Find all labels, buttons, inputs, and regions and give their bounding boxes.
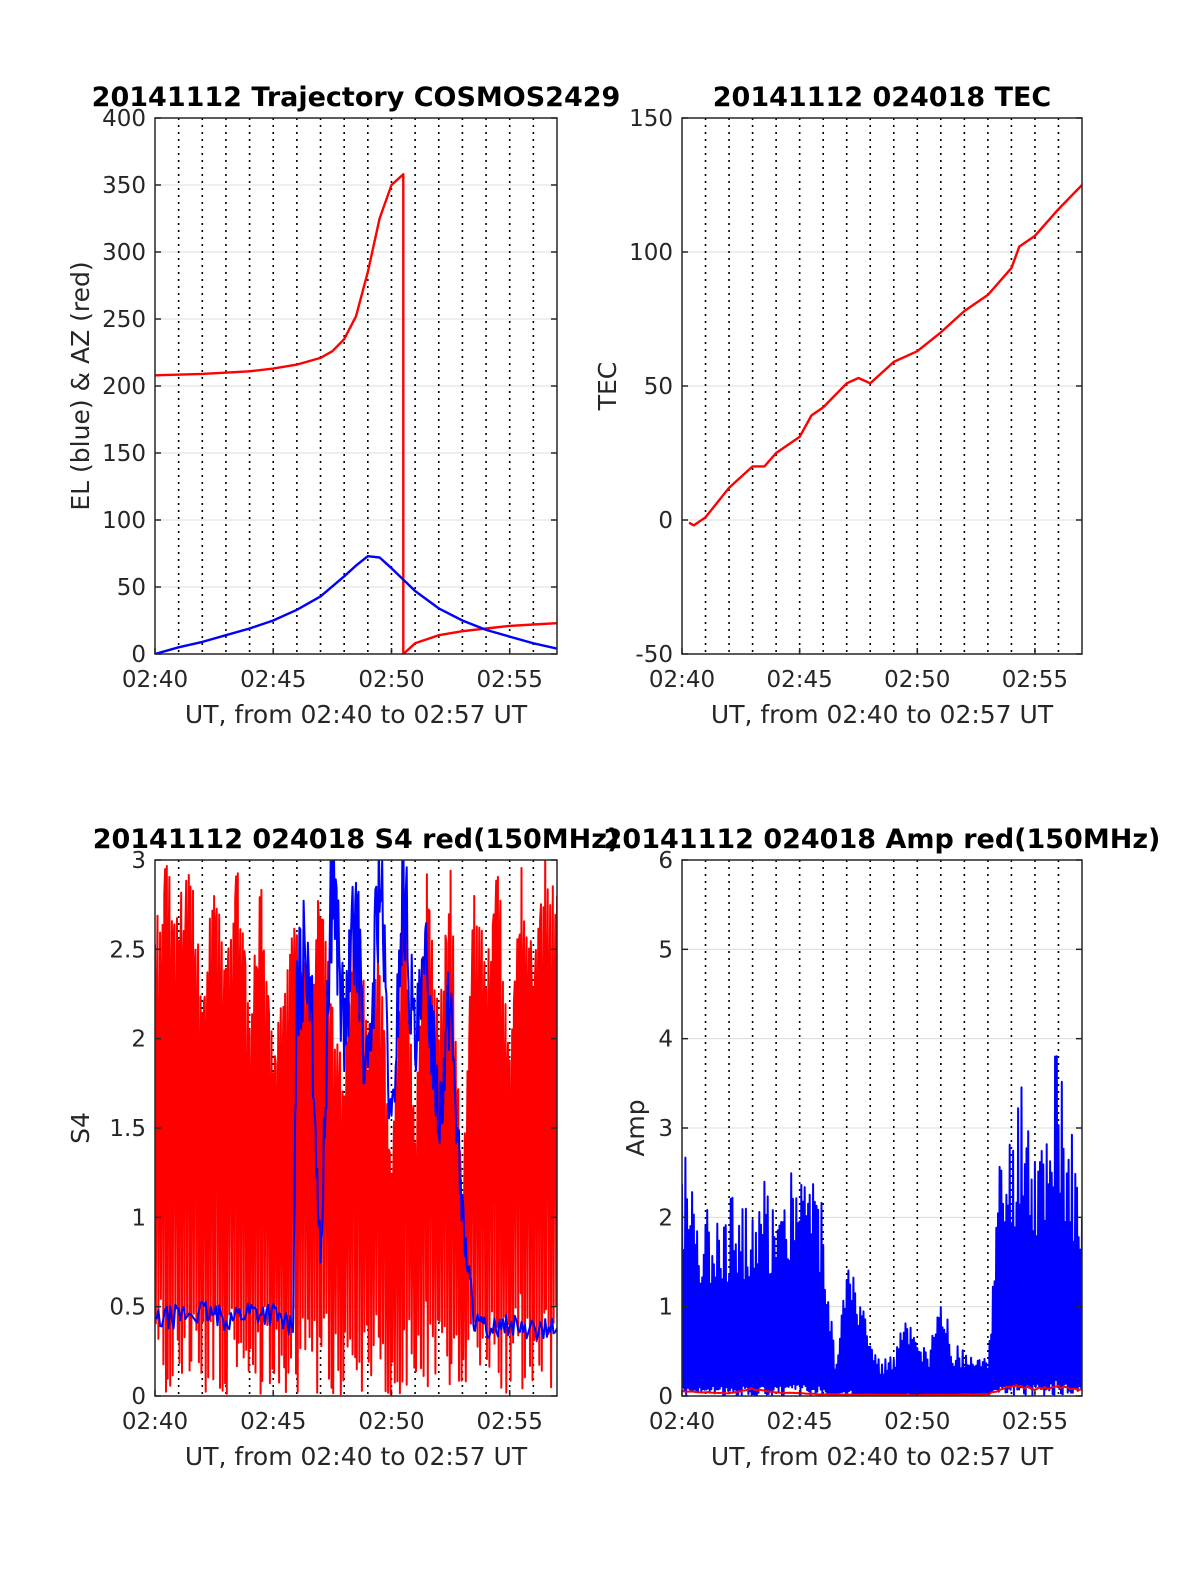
x-tick-label: 02:45 (240, 1409, 306, 1435)
series-line (155, 555, 557, 654)
y-tick-label: 0 (131, 642, 146, 668)
x-tick-label: 02:40 (649, 1409, 715, 1435)
series-group (155, 860, 557, 1396)
y-tick-label: 3 (131, 848, 146, 874)
y-tick-label: 250 (102, 307, 146, 333)
y-tick-label: 0.5 (109, 1295, 146, 1321)
x-axis-label: UT, from 02:40 to 02:57 UT (185, 700, 528, 729)
chart-tec: -50 0 50 100 150 02:40 02:45 02:50 02:55 20141112… (593, 82, 1083, 729)
y-tick-label: 150 (102, 441, 146, 467)
y-tick-label: -50 (635, 642, 673, 668)
x-tick-label: 02:55 (1002, 1409, 1068, 1435)
y-axis-label: S4 (66, 1112, 95, 1144)
y-axis-label: EL (blue) & AZ (red) (66, 261, 95, 510)
y-tick-label: 2.5 (109, 937, 146, 963)
y-axis-label: Amp (621, 1099, 650, 1156)
y-tick-label: 2 (131, 1027, 146, 1053)
y-tick-label: 1.5 (109, 1116, 146, 1142)
y-tick-label: 0 (131, 1384, 146, 1410)
x-axis-label: UT, from 02:40 to 02:57 UT (711, 1442, 1054, 1471)
chart-trajectory: 0 50 100 150 200 250 300 350 400 02:40 02:45 02:50 0… (66, 82, 620, 729)
series-line (688, 184, 1082, 527)
y-tick-label: 3 (658, 1116, 673, 1142)
x-tick-label: 02:40 (649, 667, 715, 693)
y-tick-label: 300 (102, 240, 146, 266)
x-tick-label: 02:45 (240, 667, 306, 693)
y-tick-label: 1 (131, 1205, 146, 1231)
series-line (155, 173, 557, 654)
chart-amp: 0 1 2 3 4 5 6 02:40 02:45 02:50 02:55 20141112 0240… (604, 824, 1161, 1471)
y-tick-label: 6 (658, 848, 673, 874)
x-tick-label: 02:40 (122, 1409, 188, 1435)
x-tick-label: 02:45 (766, 667, 832, 693)
y-tick-label: 400 (102, 106, 146, 132)
y-tick-label: 50 (117, 575, 146, 601)
y-tick-label: 100 (102, 508, 146, 534)
x-tick-label: 02:50 (884, 1409, 950, 1435)
x-tick-label: 02:40 (122, 667, 188, 693)
series-line (682, 1055, 1082, 1396)
x-tick-label: 02:55 (477, 1409, 543, 1435)
x-tick-label: 02:50 (884, 667, 950, 693)
x-tick-label: 02:45 (766, 1409, 832, 1435)
y-tick-label: 100 (629, 240, 673, 266)
series-line (155, 860, 557, 1341)
x-tick-label: 02:55 (477, 667, 543, 693)
chart-title: 20141112 024018 Amp red(150MHz) (604, 824, 1161, 855)
y-tick-label: 0 (658, 508, 673, 534)
y-tick-label: 200 (102, 374, 146, 400)
y-tick-label: 1 (658, 1295, 673, 1321)
y-tick-label: 4 (658, 1027, 673, 1053)
chart-title: 20141112 024018 TEC (713, 82, 1052, 113)
x-tick-label: 02:50 (358, 667, 424, 693)
series-group (155, 173, 557, 654)
series-group (688, 184, 1082, 527)
y-tick-label: 350 (102, 173, 146, 199)
x-tick-label: 02:50 (358, 1409, 424, 1435)
chart-title: 20141112 024018 S4 red(150MHz) (93, 824, 620, 855)
y-tick-label: 50 (644, 374, 673, 400)
chart-title: 20141112 Trajectory COSMOS2429 (92, 82, 621, 113)
y-tick-label: 0 (658, 1384, 673, 1410)
x-axis-label: UT, from 02:40 to 02:57 UT (185, 1442, 528, 1471)
x-axis-label: UT, from 02:40 to 02:57 UT (711, 700, 1054, 729)
y-tick-label: 150 (629, 106, 673, 132)
chart-s4: 0 0.5 1 1.5 2 2.5 3 02:40 02:45 02:50 02:55 2014111… (66, 824, 620, 1471)
x-tick-label: 02:55 (1002, 667, 1068, 693)
y-tick-label: 2 (658, 1205, 673, 1231)
y-tick-label: 5 (658, 937, 673, 963)
y-axis-label: TEC (593, 362, 622, 412)
